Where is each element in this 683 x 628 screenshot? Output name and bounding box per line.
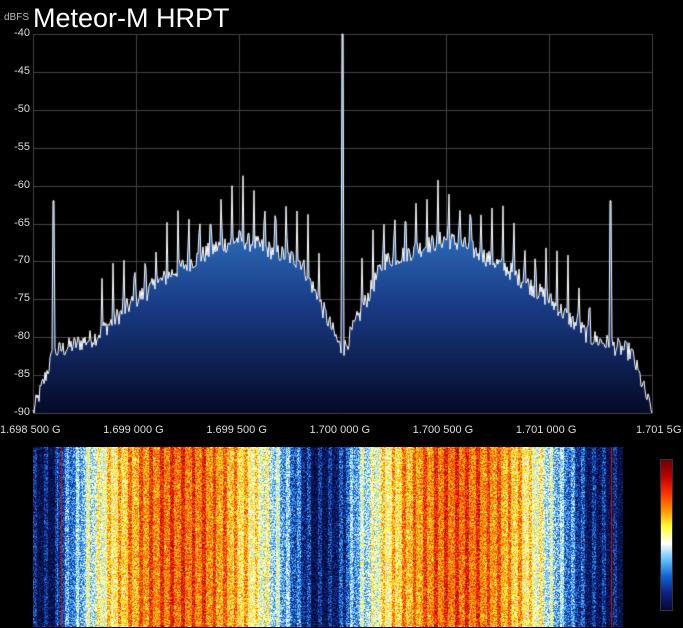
y-tick-label: -40 [14,27,30,39]
waterfall-display[interactable] [33,447,623,627]
y-unit-label: dBFS [4,12,30,23]
x-edge-label: G [673,424,682,436]
y-tick-label: -85 [14,368,30,381]
spectrum-plot[interactable] [0,0,683,440]
y-tick-label: -55 [14,140,30,153]
x-tick-label: 1.699 000 G [103,424,164,436]
y-tick-label: -60 [14,178,30,191]
x-tick-label: 1.700 500 G [412,424,474,436]
x-tick-label: 1.701 000 G [515,424,577,436]
y-tick-label: -75 [14,292,30,305]
x-tick-label: 1.701 5 [636,424,673,436]
y-tick-label: -45 [14,64,30,77]
colorbar [660,459,673,611]
x-tick-label: 1.699 500 G [206,424,267,436]
y-tick-label: -70 [14,254,30,267]
y-tick-label: -80 [14,330,30,343]
y-tick-label: -65 [14,216,30,229]
x-tick-label: 1.700 000 G [309,424,371,436]
y-tick-label: -50 [14,102,30,115]
page-title: Meteor-M HRPT [33,3,230,33]
x-tick-label: 1.698 500 G [0,424,61,436]
y-tick-label: -90 [14,406,30,418]
